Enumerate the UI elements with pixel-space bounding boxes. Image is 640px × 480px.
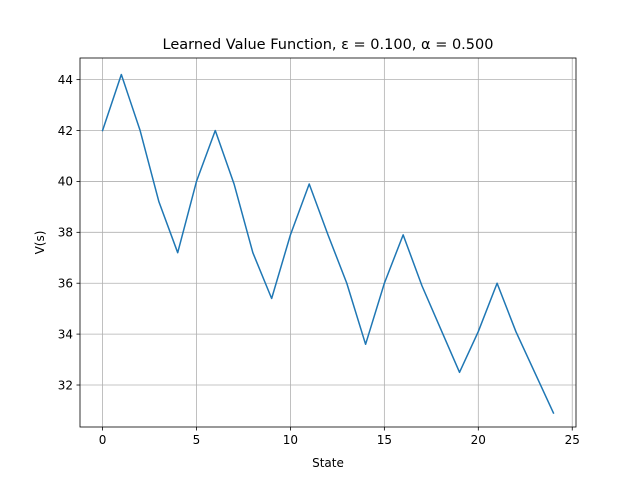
value-function-line — [101, 73, 555, 414]
y-tick-label: 32 — [58, 378, 73, 392]
x-tick-label: 20 — [471, 433, 486, 447]
y-tick-label: 36 — [58, 277, 73, 291]
x-axis-label: State — [312, 456, 344, 470]
x-tick-label: 10 — [283, 433, 298, 447]
grid-lines — [80, 58, 576, 427]
x-tick-label: 25 — [565, 433, 580, 447]
y-axis-ticks: 32 34 36 38 40 42 44 — [58, 73, 80, 392]
y-tick-label: 40 — [58, 175, 73, 189]
y-tick-label: 42 — [58, 124, 73, 138]
plot-frame — [79, 57, 577, 428]
y-tick-label: 34 — [58, 327, 73, 341]
y-tick-label: 38 — [58, 226, 73, 240]
x-tick-label: 0 — [99, 433, 107, 447]
x-tick-label: 15 — [377, 433, 392, 447]
series-group — [101, 73, 555, 414]
chart-title: Learned Value Function, ε = 0.100, α = 0… — [163, 37, 494, 53]
y-axis-label: V(s) — [33, 231, 47, 255]
x-axis-ticks: 0 5 10 15 20 25 — [99, 427, 580, 447]
x-tick-label: 5 — [193, 433, 201, 447]
y-tick-label: 44 — [58, 73, 73, 87]
